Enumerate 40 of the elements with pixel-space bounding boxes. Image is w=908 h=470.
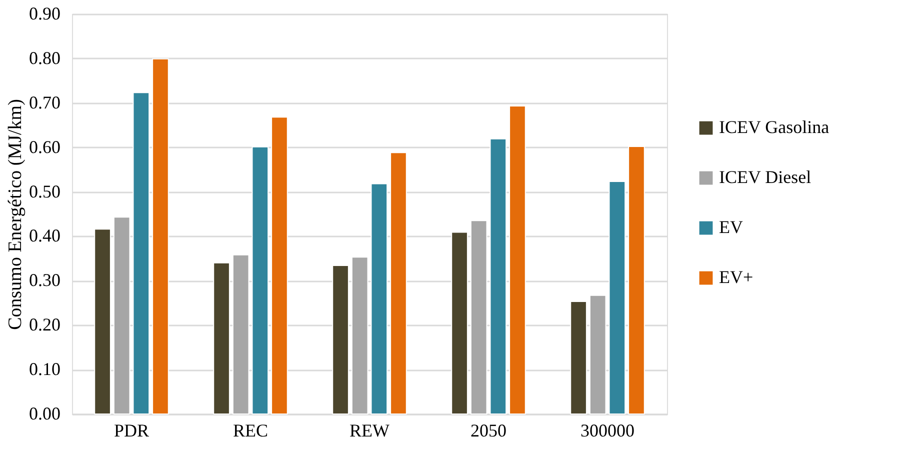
bar xyxy=(490,138,507,414)
y-tick-label: 0.60 xyxy=(29,136,60,157)
bar xyxy=(232,254,250,414)
bar xyxy=(470,220,488,414)
y-tick-label: 0.00 xyxy=(29,404,60,424)
y-tick-label: 0.30 xyxy=(29,270,60,290)
x-tick-label: 2050 xyxy=(470,420,506,440)
y-tick-label: 0.40 xyxy=(29,226,60,246)
bar xyxy=(370,183,388,414)
bar xyxy=(252,146,269,414)
bar xyxy=(451,232,468,414)
legend-label: EV xyxy=(719,217,743,237)
x-tick-label: PDR xyxy=(114,420,150,440)
legend-label: ICEV Diesel xyxy=(719,167,812,187)
bar xyxy=(351,256,368,414)
y-tick-label: 0.50 xyxy=(29,181,60,202)
y-tick-label: 0.80 xyxy=(29,48,60,68)
bar xyxy=(213,262,230,414)
bar xyxy=(390,152,407,414)
y-axis-title: Consumo Energético (MJ/km) xyxy=(5,99,26,330)
x-tick-label: REC xyxy=(232,420,268,440)
y-tick-label: 0.90 xyxy=(29,4,60,24)
legend-label: ICEV Gasolina xyxy=(719,117,830,137)
y-tick-label: 0.70 xyxy=(29,92,60,112)
bar xyxy=(570,301,587,414)
y-tick-label: 0.20 xyxy=(29,314,60,335)
x-tick-label: 300000 xyxy=(580,420,634,440)
y-tick-label: 0.10 xyxy=(29,359,60,380)
bar xyxy=(589,294,606,414)
bar xyxy=(132,92,150,414)
bar xyxy=(113,216,130,414)
bar xyxy=(509,106,526,414)
legend-label: EV+ xyxy=(719,267,754,287)
bar xyxy=(628,146,645,414)
x-tick-label: REW xyxy=(350,420,390,440)
bar xyxy=(271,116,288,414)
bar xyxy=(94,228,111,414)
bar xyxy=(332,265,349,414)
bar xyxy=(608,181,626,414)
bar xyxy=(152,58,169,414)
